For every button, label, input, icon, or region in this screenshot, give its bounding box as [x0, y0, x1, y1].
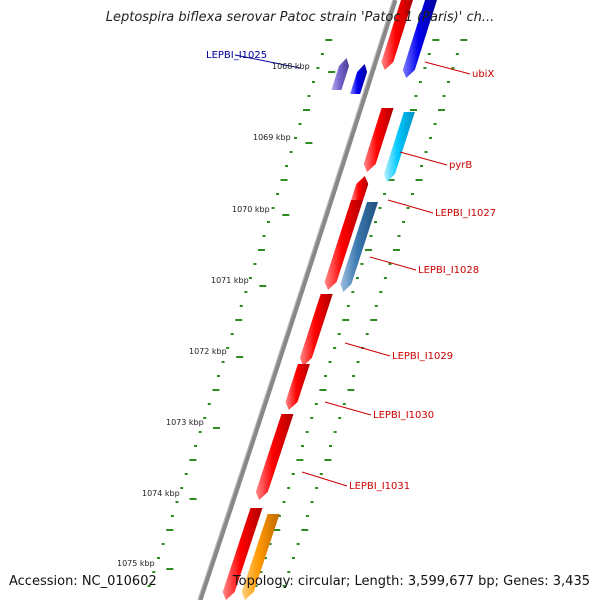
feature-label-pyrb[interactable]: pyrB: [449, 160, 472, 171]
gene-lepbi-i1031: [255, 414, 294, 500]
backbone-ring-highlight: [197, 0, 394, 601]
gene-red-3: [222, 508, 263, 600]
gene-lepbi-i1028: [340, 202, 378, 292]
scale-label: 1074 kbp: [142, 489, 180, 498]
connector-lepbi-i1028: [369, 256, 417, 271]
gene-lepbi-i1025-b: [350, 64, 368, 94]
connector-lepbi-i1029: [344, 342, 391, 357]
gene-orange: [241, 514, 280, 600]
feature-label-lepbi-i1028[interactable]: LEPBI_I1028: [418, 265, 479, 276]
label-connectors: [234, 54, 471, 487]
connector-lepbi-i1025: [234, 54, 301, 69]
feature-label-lepbi-i1027[interactable]: LEPBI_I1027: [435, 208, 496, 219]
genome-summary-text: Topology: circular; Length: 3,599,677 bp…: [232, 574, 590, 589]
gene-lepbi-i1029: [299, 294, 333, 366]
scale-label: 1072 kbp: [189, 347, 227, 356]
scale-label: 1069 kbp: [253, 133, 291, 142]
gene-lepbi-i1025-a: [331, 58, 349, 90]
connector-lepbi-i1030: [324, 401, 372, 416]
gene-lepbi-i1030: [285, 364, 310, 410]
feature-label-ubix[interactable]: ubiX: [472, 69, 494, 80]
feature-label-lepbi-i1025[interactable]: LEPBI_I1025: [206, 50, 267, 61]
feature-label-lepbi-i1030[interactable]: LEPBI_I1030: [373, 410, 434, 421]
gene-red-1: [363, 108, 394, 172]
map-title: Leptospira biflexa serovar Patoc strain …: [105, 10, 495, 25]
gene-ubix-left: [381, 0, 413, 70]
scale-label: 1071 kbp: [211, 276, 249, 285]
feature-label-lepbi-i1031[interactable]: LEPBI_I1031: [349, 481, 410, 492]
connector-lepbi-i1031: [301, 471, 348, 487]
connector-pyrb: [399, 151, 448, 166]
gene-pyrb: [384, 112, 415, 182]
connector-ubix: [424, 61, 471, 75]
scale-label: 1073 kbp: [166, 418, 204, 427]
gene-lepbi-i1027: [351, 176, 369, 200]
gene-red-2: [324, 200, 364, 290]
scale-label: 1075 kbp: [117, 559, 155, 568]
scale-ticks: [147, 39, 468, 587]
accession-text: Accession: NC_010602: [9, 574, 157, 589]
backbone-ring: [197, 0, 398, 601]
scale-label: 1068 kbp: [272, 62, 310, 71]
scale-label: 1070 kbp: [232, 205, 270, 214]
gene-features: [222, 0, 437, 600]
connector-lepbi-i1027: [387, 199, 434, 214]
gene-ubix: [402, 0, 437, 78]
feature-label-lepbi-i1029[interactable]: LEPBI_I1029: [392, 351, 453, 362]
